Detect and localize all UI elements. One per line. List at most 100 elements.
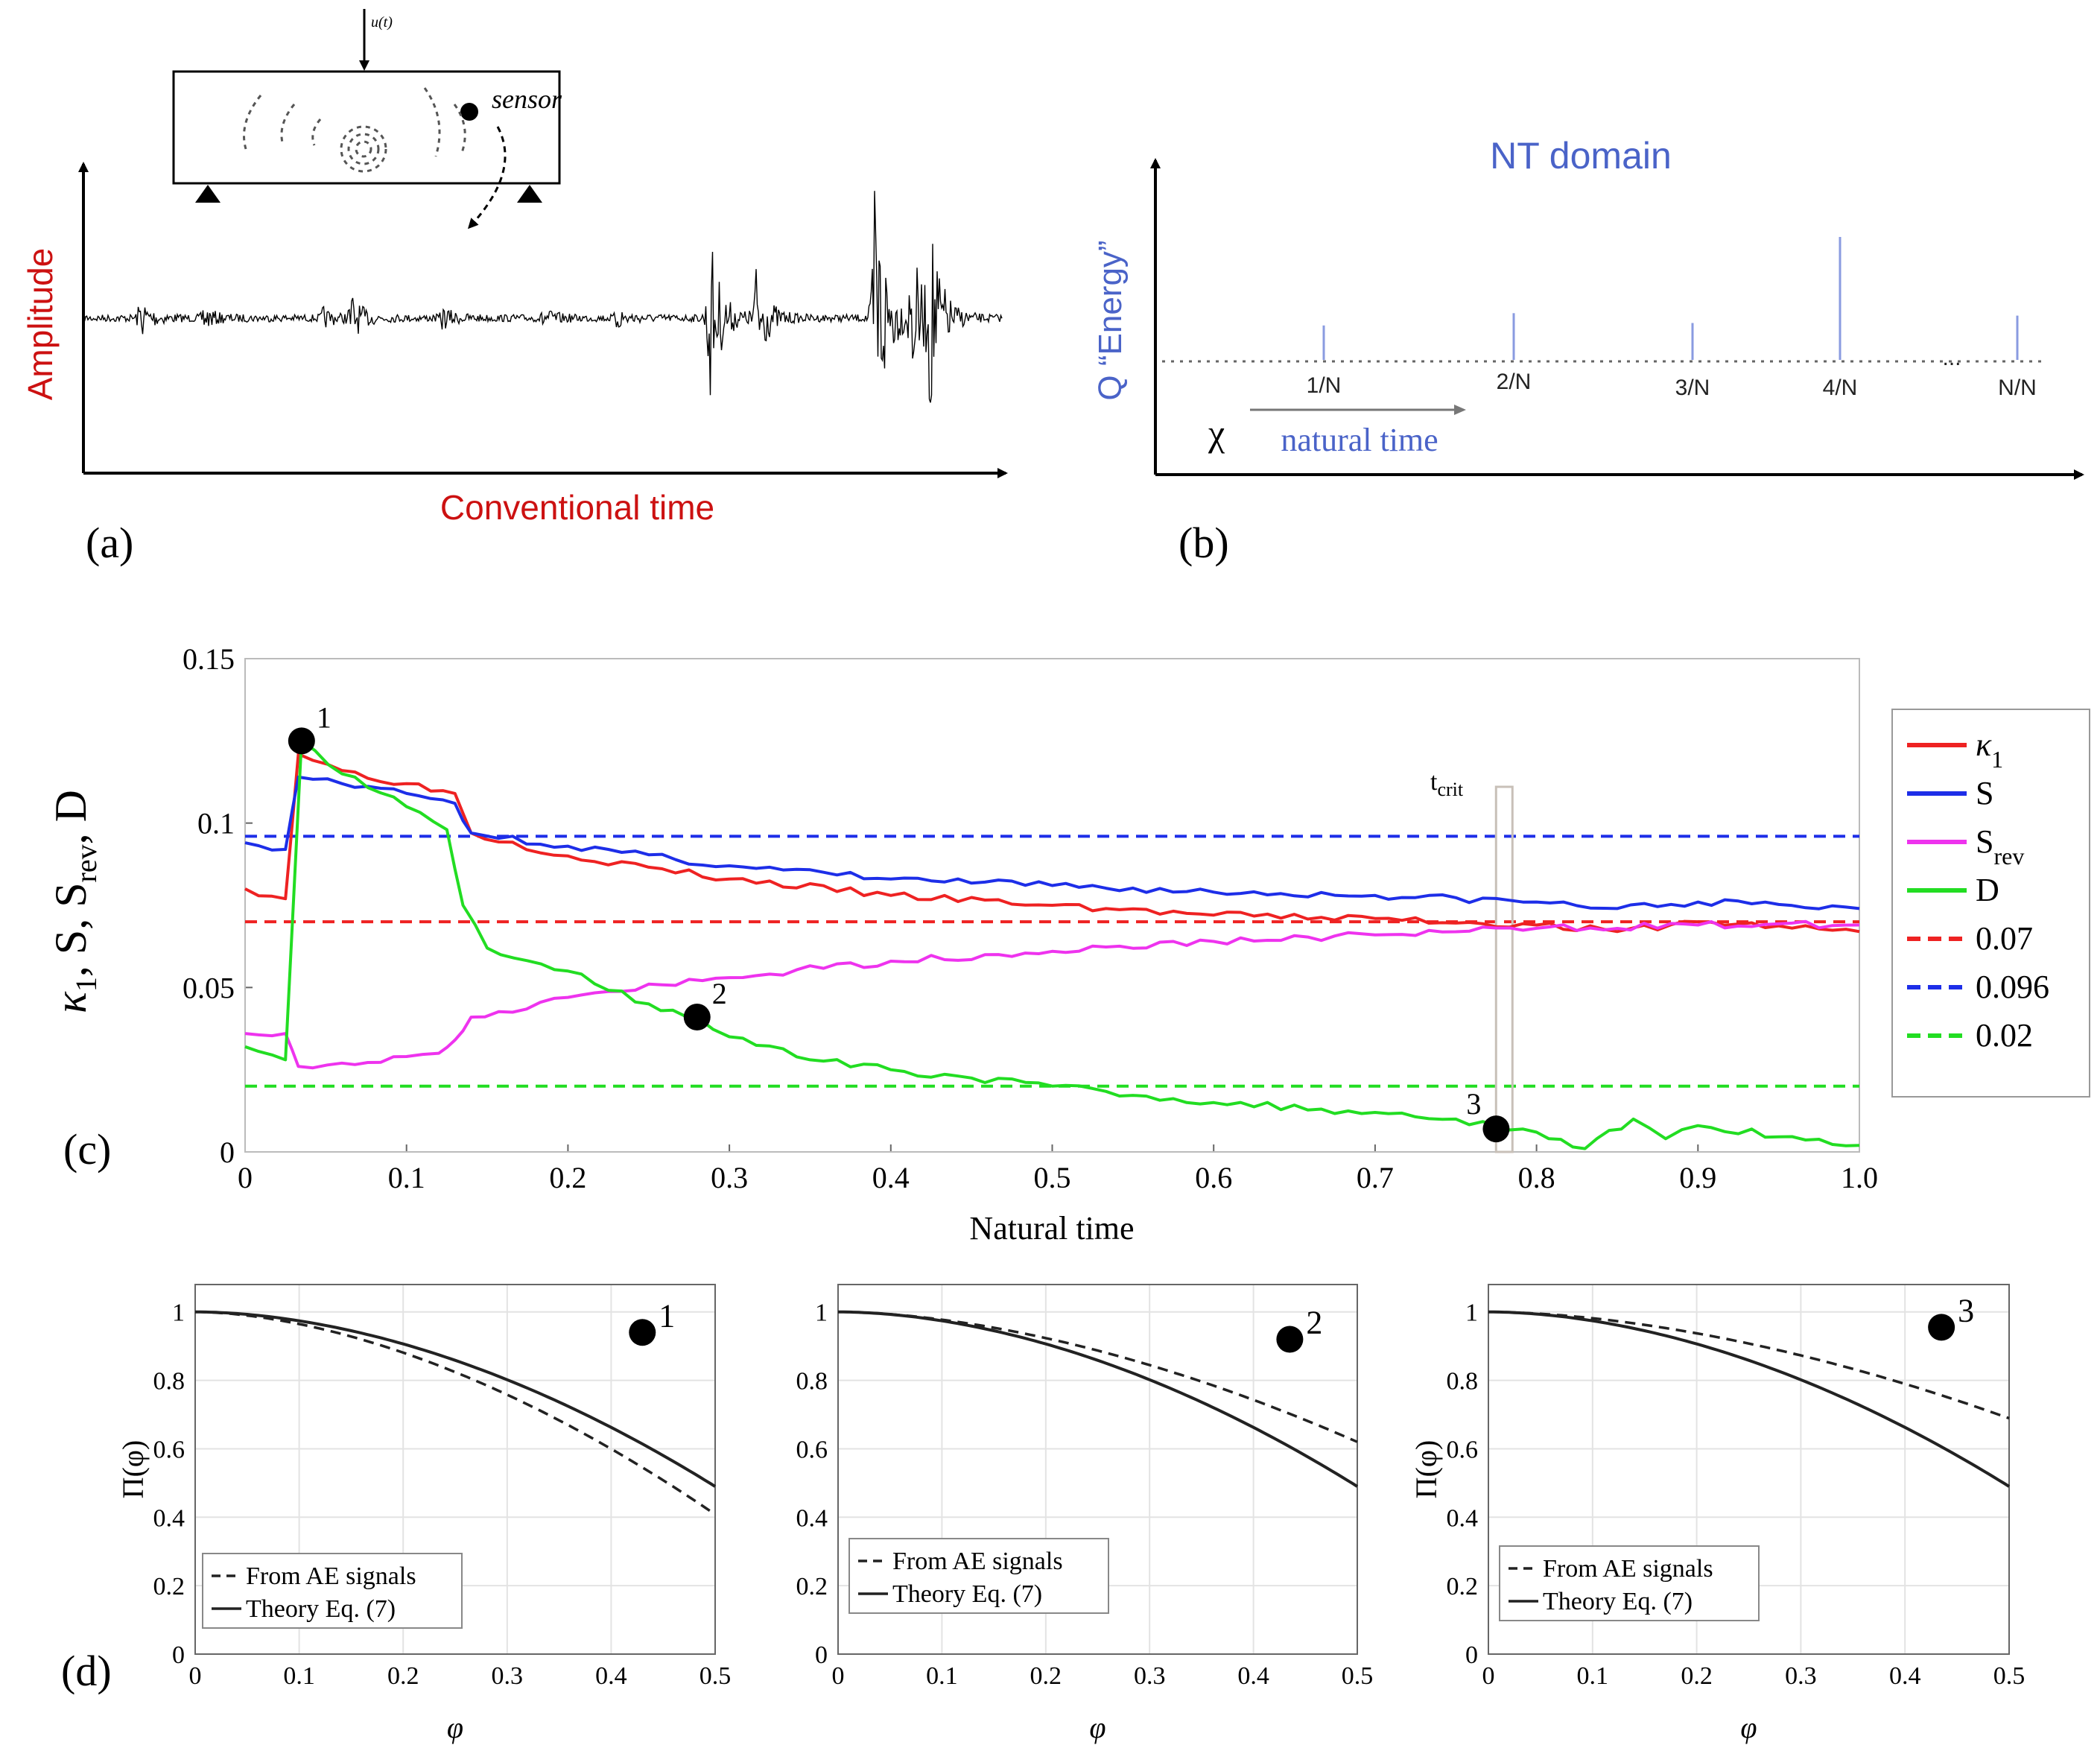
x-tick-label: 0.2: [549, 1161, 586, 1194]
y-tick-label: 0.4: [1447, 1504, 1479, 1532]
subplot-legend-box: [1499, 1545, 1760, 1621]
legend-label: 0.07: [1976, 920, 2033, 957]
natural-time-tick-label: ...: [1942, 346, 1961, 370]
panel-d-subplot: 0 0.1 0.2 0.3 0.4 0.5 0 0.2 0.4 0.6 0.8 1 3 From AE s…: [1409, 1284, 2025, 1744]
x-tick-label: 0.4: [1889, 1662, 1921, 1690]
state-marker-label: 2: [1306, 1304, 1322, 1340]
subplot-xlabel: φ: [447, 1711, 463, 1744]
ae-signal-path: [83, 191, 1003, 403]
x-tick-label: 0.3: [1785, 1662, 1817, 1690]
support-right-icon: [517, 185, 542, 203]
y-tick-label: 0.2: [796, 1573, 828, 1600]
natural-time-tick-label: 4/N: [1823, 376, 1858, 400]
legend-label: D: [1976, 872, 1999, 908]
legend-label: Theory Eq. (7): [1543, 1588, 1693, 1615]
ae-curve: [837, 1310, 1358, 1443]
legend-label: 0.02: [1976, 1017, 2033, 1054]
theory-curve: [194, 1310, 717, 1488]
beam-sketch: u(t) sensor: [172, 9, 562, 229]
natural-time-tick-label: N/N: [1998, 376, 2037, 400]
panel-b-label: (b): [1179, 519, 1229, 567]
natural-time-tick-label: 1/N: [1307, 373, 1342, 398]
y-tick-label: 0: [815, 1641, 828, 1669]
x-tick-label: 0.6: [1195, 1161, 1232, 1194]
panel-d-label: (d): [61, 1647, 112, 1695]
subplot-frame: [837, 1284, 1358, 1655]
legend-label: κ1: [1976, 726, 2003, 773]
y-tick-label: 0.8: [796, 1368, 828, 1396]
x-tick-label: 0.2: [1681, 1662, 1713, 1690]
panel-c-label: (c): [63, 1125, 111, 1174]
y-tick-label: 0.2: [153, 1573, 185, 1600]
panel-c-series: [244, 739, 1860, 1150]
x-tick-label: 1.0: [1841, 1161, 1878, 1194]
y-tick-label: 0.4: [796, 1504, 828, 1532]
legend-label: Theory Eq. (7): [246, 1595, 396, 1623]
legend-label: From AE signals: [892, 1548, 1063, 1575]
legend-label: Srev: [1976, 823, 2024, 870]
state-marker: [683, 1004, 711, 1031]
x-tick-label: 0.4: [1237, 1662, 1269, 1690]
x-tick-label: 0.3: [492, 1662, 524, 1690]
y-tick-label: 0.05: [183, 971, 235, 1004]
y-tick-label: 0: [172, 1641, 185, 1669]
subplot-ylabel: Π(φ): [1409, 1440, 1443, 1499]
subplot-frame: [194, 1284, 716, 1655]
state-marker: [1928, 1314, 1955, 1341]
natural-time-label: natural time: [1281, 422, 1438, 458]
legend-box: [1891, 709, 2090, 1098]
panel-c-ylabel: κ1, S, Srev, D: [46, 790, 103, 1013]
y-tick-label: 1: [815, 1299, 828, 1327]
panel-d: 0 0.1 0.2 0.3 0.4 0.5 0 0.2 0.4 0.6 0.8 1 1 From AE s…: [61, 1284, 2025, 1744]
subplot-xlabel: φ: [1740, 1711, 1757, 1744]
panel-a-ylabel: Amplitude: [21, 248, 60, 401]
y-tick-label: 0.8: [1447, 1368, 1479, 1396]
threshold-lines: [245, 835, 1859, 1088]
legend-label: 0.096: [1976, 969, 2049, 1005]
state-marker: [288, 727, 315, 755]
series-line: [244, 919, 1860, 1070]
energy-stems: [1322, 237, 2019, 360]
subplot-ylabel: Π(φ): [116, 1440, 150, 1499]
y-tick-label: 0.8: [153, 1368, 185, 1396]
y-tick-label: 0.6: [153, 1436, 185, 1463]
load-label: u(t): [371, 14, 393, 31]
legend-label: Theory Eq. (7): [892, 1580, 1042, 1608]
x-tick-label: 0.8: [1518, 1161, 1555, 1194]
panel-b-ylabel: Q “Energy”: [1092, 240, 1129, 400]
ae-signal-trace: [83, 191, 1003, 403]
y-tick-label: 0.6: [1447, 1436, 1479, 1463]
x-tick-label: 0.5: [1034, 1161, 1071, 1194]
panel-b-title: NT domain: [1490, 135, 1672, 177]
y-tick-label: 1: [172, 1299, 185, 1327]
sensor-dot: [460, 103, 478, 121]
x-tick-label: 0: [832, 1662, 845, 1690]
y-tick-label: 0.2: [1447, 1573, 1479, 1600]
subplot-legend-box: [202, 1553, 463, 1629]
x-tick-label: 0: [238, 1161, 253, 1194]
panel-c-xlabel: Natural time: [969, 1210, 1134, 1247]
x-tick-label: 0.5: [1342, 1662, 1374, 1690]
state-marker: [1482, 1115, 1510, 1143]
x-tick-label: 0.4: [595, 1662, 627, 1690]
natural-time-ticks: 1/N 2/N 3/N 4/N... N/N: [1307, 346, 2037, 400]
natural-time-tick-label: 3/N: [1675, 376, 1710, 400]
state-marker: [629, 1319, 656, 1346]
state-marker-label: 1: [659, 1297, 675, 1334]
panel-a: u(t) sensor Amplitude Conventional time …: [21, 9, 1008, 567]
tcrit-label: tcrit: [1430, 768, 1464, 800]
x-tick-label: 0.1: [283, 1662, 315, 1690]
state-marker-label: 3: [1466, 1087, 1481, 1121]
x-tick-label: 0: [189, 1662, 202, 1690]
x-tick-label: 0.2: [387, 1662, 419, 1690]
legend-label: S: [1976, 775, 1993, 811]
x-tick-label: 0.3: [711, 1161, 748, 1194]
series-line: [244, 753, 1860, 934]
y-tick-label: 0: [220, 1136, 235, 1169]
series-line: [244, 739, 1860, 1150]
x-tick-label: 0: [1482, 1662, 1495, 1690]
y-tick-label: 0.6: [796, 1436, 828, 1463]
ae-curve: [194, 1310, 716, 1516]
